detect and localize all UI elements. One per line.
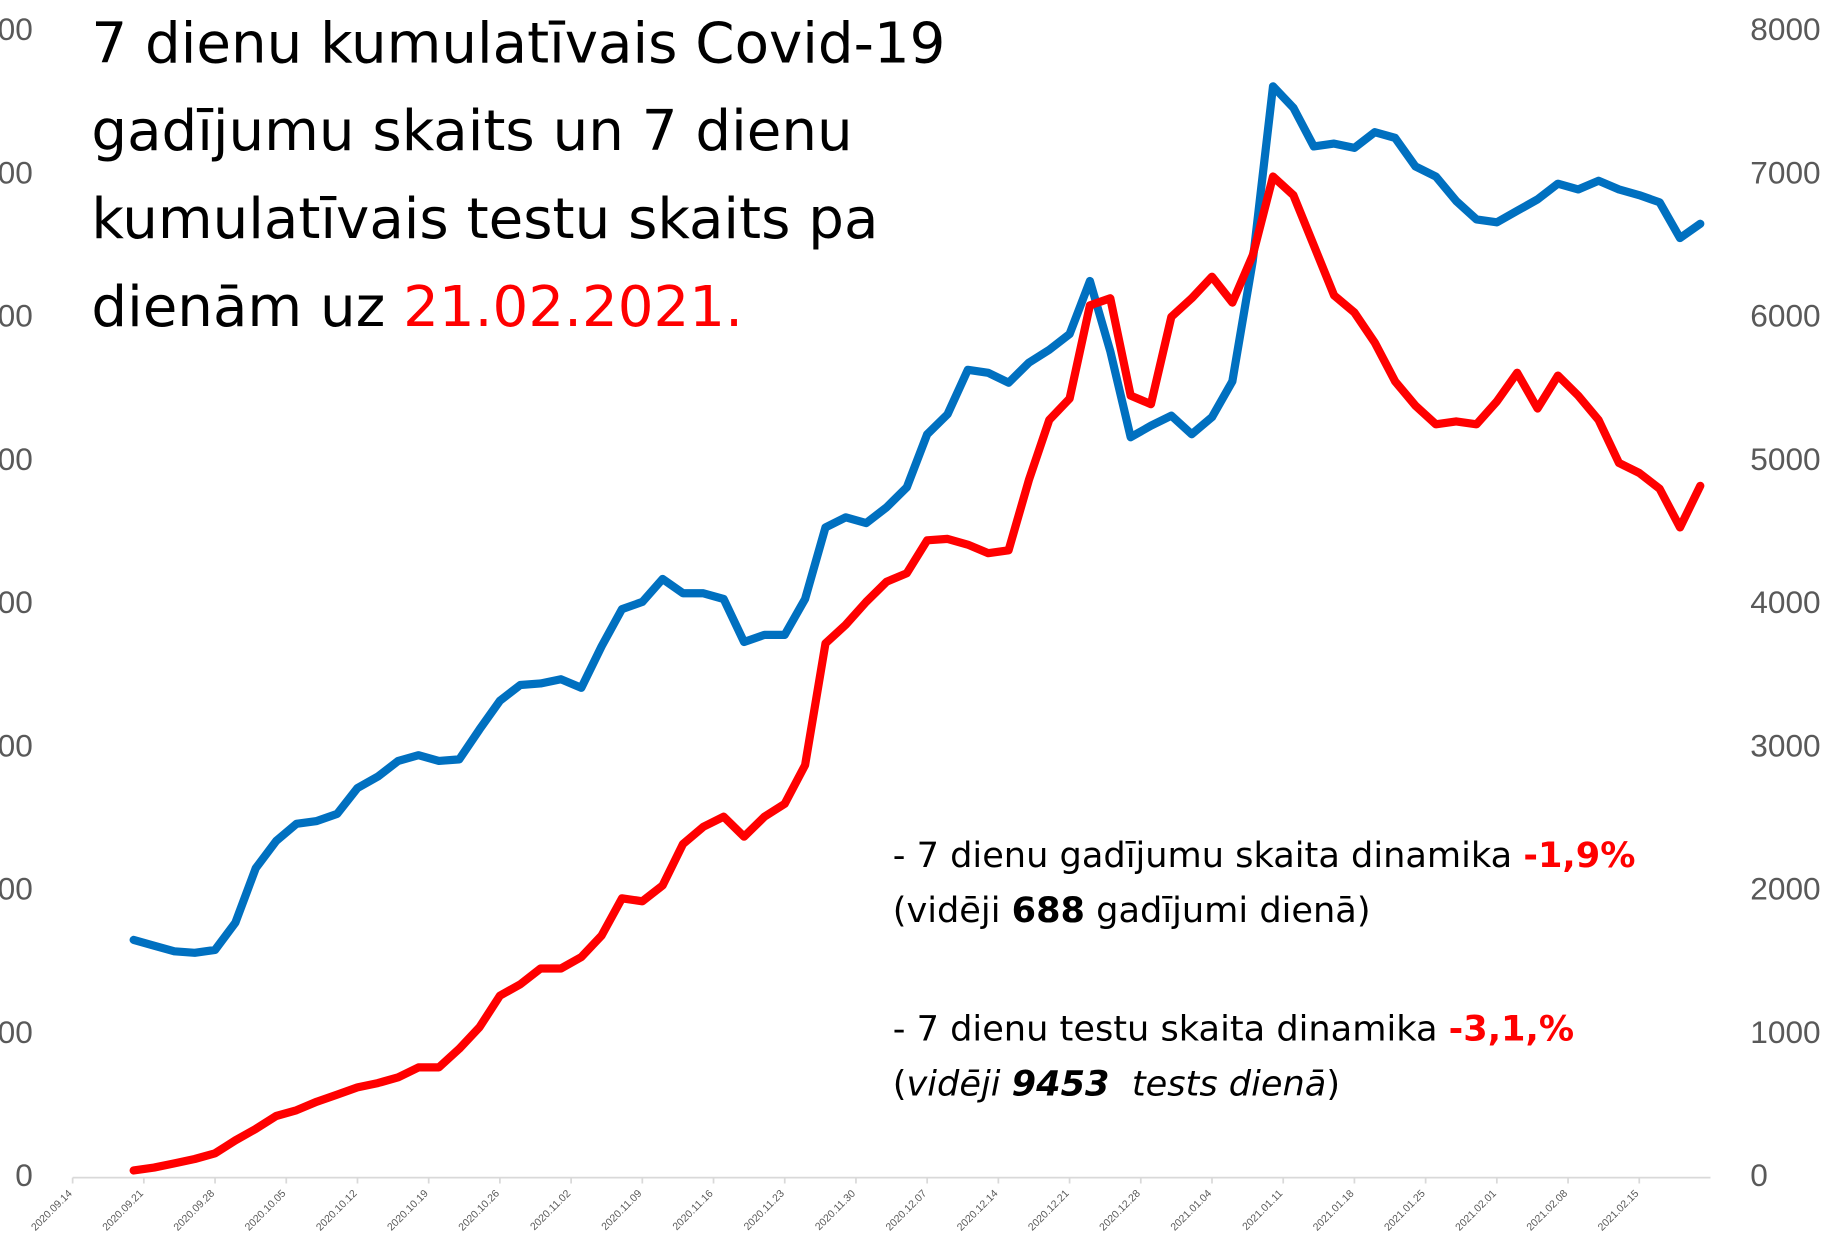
x-tick-label: 2020.10.19 <box>385 1188 431 1234</box>
x-tick-label: 2020.11.09 <box>599 1188 644 1233</box>
y2-tick-label: 5000 <box>1750 441 1820 477</box>
y-tick-label: 0 <box>15 1157 33 1193</box>
x-tick-label: 2020.12.14 <box>955 1188 1001 1234</box>
annotation: - 7 dienu testu skaita dinamika -3,1,% (v… <box>893 1002 1737 1112</box>
chart-title: 7 dienu kumulatīvais Covid-19 gadījumu s… <box>91 0 1028 351</box>
x-tick-label: 2021.02.15 <box>1596 1188 1642 1234</box>
x-tick-label: 2020.11.16 <box>670 1188 715 1233</box>
x-tick-label: 2020.10.12 <box>314 1188 360 1234</box>
annotation-text: vidēji <box>906 1063 1012 1105</box>
annotation-value: -3,1,% <box>1448 1008 1575 1050</box>
y-tick-label: 20000 <box>0 871 33 907</box>
annotation-text: - 7 dienu testu skaita dinamika <box>892 1008 1449 1050</box>
y-tick-label: 70000 <box>0 154 33 190</box>
annotation-text: tests dienā <box>1109 1063 1327 1105</box>
x-tick-label: 2020.10.26 <box>456 1188 502 1234</box>
x-tick-label: 2020.12.21 <box>1026 1188 1072 1234</box>
x-tick-label: 2020.11.30 <box>813 1188 858 1233</box>
x-tick-label: 2021.02.01 <box>1453 1188 1499 1234</box>
x-tick-label: 2020.11.23 <box>742 1188 787 1233</box>
annotation-box: - 7 dienu gadījumu skaita dinamika -1,9%… <box>893 829 1737 1113</box>
y2-tick-label: 7000 <box>1750 154 1820 190</box>
x-tick-label: 2020.09.21 <box>100 1188 146 1234</box>
y2-tick-label: 2000 <box>1750 871 1820 907</box>
series-line <box>129 82 1705 957</box>
title-text: 7 dienu kumulatīvais Covid-19 gadījumu s… <box>91 10 946 340</box>
y2-tick-label: 1000 <box>1750 1014 1820 1050</box>
annotations: - 7 dienu gadījumu skaita dinamika -1,9%… <box>893 829 1737 1113</box>
annotation: - 7 dienu gadījumu skaita dinamika -1,9%… <box>893 829 1737 939</box>
x-tick-label: 2020.10.05 <box>243 1188 289 1234</box>
annotation-text: gadījumi dienā) <box>1085 890 1371 932</box>
spacer <box>893 939 1737 1002</box>
x-tick-label: 2021.02.08 <box>1524 1188 1570 1234</box>
y-tick-label: 50000 <box>0 441 33 477</box>
y-tick-label: 60000 <box>0 298 33 334</box>
series-line <box>129 172 1705 1175</box>
y-tick-label: 80000 <box>0 11 33 47</box>
y2-tick-label: 4000 <box>1750 584 1820 620</box>
y-tick-label: 40000 <box>0 584 33 620</box>
x-tick-label: 2021.01.11 <box>1240 1188 1285 1233</box>
annotation-text: (vidēji <box>892 890 1012 932</box>
x-tick-label: 2020.12.28 <box>1097 1188 1143 1234</box>
title-box: 7 dienu kumulatīvais Covid-19 gadījumu s… <box>91 0 1028 351</box>
y2-tick-label: 3000 <box>1750 727 1820 763</box>
y-tick-label: 10000 <box>0 1014 33 1050</box>
x-tick-label: 2021.01.04 <box>1168 1188 1214 1234</box>
annotation-value: 9453 <box>1011 1063 1110 1105</box>
annotation-text: ( <box>892 1063 907 1105</box>
x-tick-label: 2021.01.25 <box>1382 1188 1428 1234</box>
annotation-text: ) <box>1326 1063 1341 1105</box>
annotation-value: -1,9% <box>1523 835 1636 877</box>
x-tick-label: 2020.11.02 <box>528 1188 573 1233</box>
y2-tick-label: 0 <box>1750 1157 1768 1193</box>
annotation-text: - 7 dienu gadījumu skaita dinamika <box>892 835 1524 877</box>
y2-tick-label: 8000 <box>1750 11 1820 47</box>
x-tick-label: 2021.01.18 <box>1311 1188 1357 1234</box>
y-tick-label: 30000 <box>0 727 33 763</box>
x-tick-label: 2020.09.14 <box>29 1188 75 1234</box>
x-tick-label: 2020.09.28 <box>171 1188 217 1234</box>
annotation-value: 688 <box>1011 890 1086 932</box>
title-date: 21.02.2021. <box>403 274 743 340</box>
y2-tick-label: 6000 <box>1750 298 1820 334</box>
x-tick-label: 2020.12.07 <box>884 1188 930 1234</box>
